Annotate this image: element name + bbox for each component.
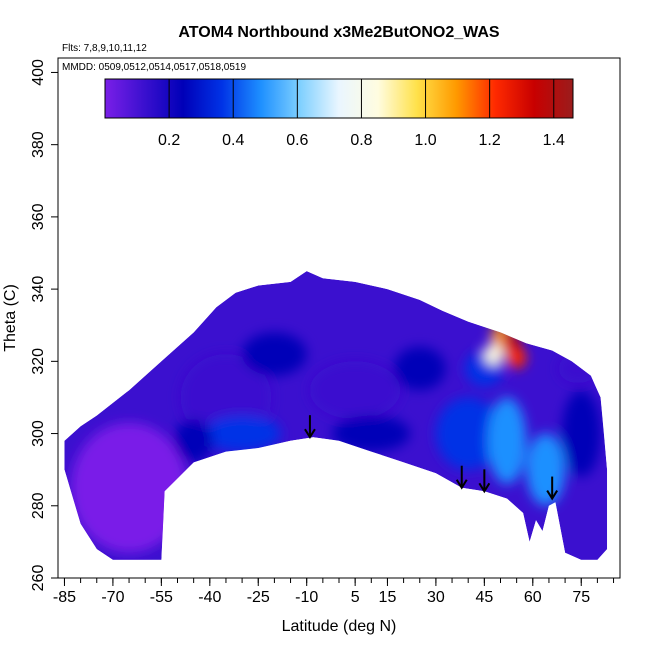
colorbar-tick-label: 0.6 — [286, 132, 308, 149]
colorbar-tick-label: 0.2 — [158, 132, 180, 149]
x-tick-label: 75 — [572, 589, 590, 606]
heatmap-patches — [70, 325, 601, 553]
heatmap-patch — [393, 346, 446, 391]
y-axis-title: Theta (C) — [2, 284, 19, 352]
colorbar-ticks: 0.2 0.4 0.6 0.8 1.0 1.2 1.4 — [158, 79, 565, 149]
down-arrow-marker — [455, 465, 468, 490]
colorbar-tick-label: 1.0 — [414, 132, 436, 149]
y-tick-label: 360 — [30, 203, 47, 230]
colorbar-tick-label: 1.4 — [543, 132, 565, 149]
down-arrow-marker — [546, 476, 559, 501]
colorbar-tick-label: 0.8 — [350, 132, 372, 149]
colorbar-tick-label: 0.4 — [222, 132, 244, 149]
down-arrow-marker — [304, 415, 316, 440]
y-tick-label: 280 — [30, 492, 47, 519]
y-tick-label: 340 — [30, 276, 47, 303]
x-tick-label: -55 — [150, 589, 173, 606]
x-tick-label: 30 — [427, 589, 445, 606]
x-tick-label: -70 — [101, 589, 124, 606]
y-tick-label: 300 — [30, 420, 47, 447]
heatmap-patch — [558, 354, 598, 383]
heatmap-patch — [332, 415, 411, 452]
heatmap-patch — [561, 390, 601, 477]
y-tick-label: 260 — [30, 565, 47, 592]
x-tick-label: 5 — [351, 589, 360, 606]
heatmap-patch — [526, 433, 566, 506]
y-tick-label: 400 — [30, 59, 47, 86]
dates-label: MMDD: 0509,0512,0514,0517,0518,0519 — [62, 62, 246, 73]
x-tick-label: 45 — [475, 589, 493, 606]
heatmap-patch — [174, 419, 214, 463]
heatmap-patch — [242, 332, 307, 376]
x-axis: -85 -70 -55 -40 -25 -10 5 15 30 45 60 75 — [53, 578, 615, 606]
colorbar-bar — [104, 78, 574, 119]
x-tick-label: -40 — [198, 589, 221, 606]
x-tick-label: -85 — [53, 589, 76, 606]
heatmap-field — [64, 271, 608, 560]
arrow-markers — [304, 415, 559, 501]
down-arrow-marker — [478, 469, 491, 494]
x-tick-label: 60 — [524, 589, 542, 606]
colorbar-tick-label: 1.2 — [479, 132, 501, 149]
heatmap-patch — [70, 422, 188, 553]
y-tick-label: 320 — [30, 348, 47, 375]
heatmap-patch — [435, 397, 501, 470]
chart-title: ATOM4 Northbound x3Me2ButONO2_WAS — [178, 24, 500, 41]
x-tick-label: -10 — [295, 589, 318, 606]
y-axis: 260 280 300 320 340 360 380 400 — [30, 59, 58, 591]
heatmap-layer — [64, 271, 608, 560]
heatmap-patch — [203, 415, 281, 452]
x-tick-label: -25 — [247, 589, 270, 606]
heatmap-patch — [487, 397, 527, 485]
x-tick-label: 15 — [379, 589, 397, 606]
x-axis-title: Latitude (deg N) — [282, 618, 397, 635]
colorbar: 0.2 0.4 0.6 0.8 1.0 1.2 1.4 — [104, 78, 574, 149]
heatmap-patch — [506, 346, 527, 369]
heatmap-patch — [484, 343, 504, 365]
y-tick-label: 380 — [30, 131, 47, 158]
heatmap-patch — [309, 361, 401, 420]
flights-label: Flts: 7,8,9,10,11,12 — [62, 43, 147, 54]
